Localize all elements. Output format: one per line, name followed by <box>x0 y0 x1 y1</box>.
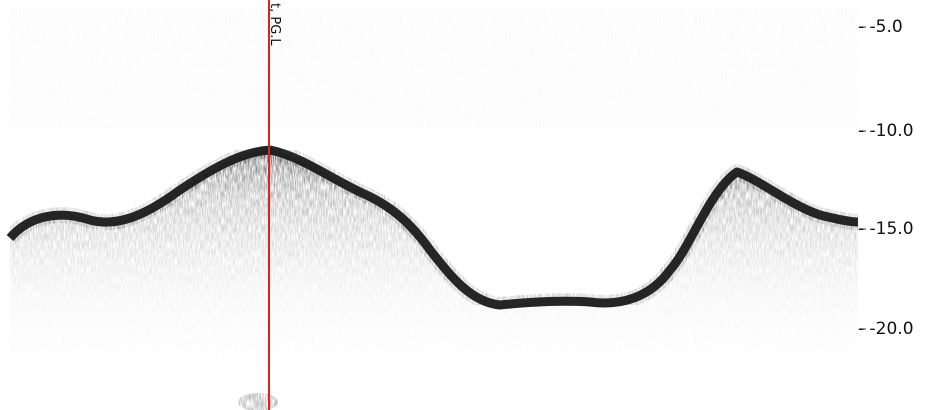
depth-tick-label: - -15.0 <box>858 219 914 239</box>
event-marker-label: t, PG.L <box>267 3 282 46</box>
depth-tick-label: - -5.0 <box>858 17 903 37</box>
depth-tick-label: - -20.0 <box>858 319 914 339</box>
depth-axis <box>859 26 866 330</box>
event-marker-line[interactable] <box>268 0 270 410</box>
sub-bottom-scatter <box>10 150 858 410</box>
depth-tick-label: - -10.0 <box>858 121 914 141</box>
target-echo <box>238 393 278 410</box>
surface-noise-band <box>10 8 858 128</box>
bottom-echo-edge <box>3 142 859 313</box>
